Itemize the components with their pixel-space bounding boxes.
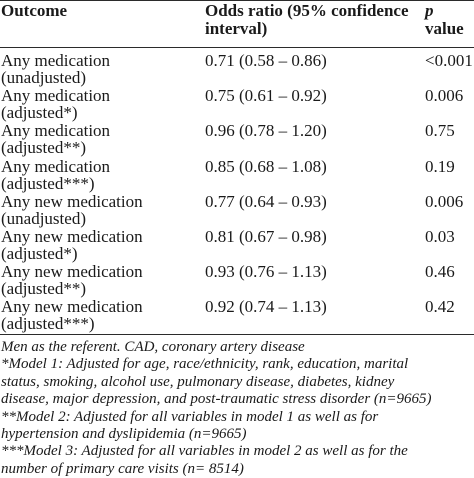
row-outcome-line1: Any medication (1, 156, 111, 176)
footnote-line: **Model 2: Adjusted for all variables in… (1, 408, 379, 425)
row-odds-ratio: 0.93 (0.76 – 1.13) (205, 262, 327, 282)
row-outcome-line1: Any medication (1, 86, 111, 106)
row-outcome-line1: Any medication (1, 121, 111, 141)
header-p: p (425, 1, 434, 20)
row-outcome-line2: (adjusted*) (1, 103, 78, 123)
header-value: value (425, 19, 464, 38)
row-p-value: 0.75 (425, 121, 455, 141)
footnote-line: hypertension and dyslipidemia (n=9665) (1, 425, 247, 442)
bottom-rule (0, 334, 474, 335)
header-odds-ratio-line2: interval) (205, 19, 268, 38)
row-outcome-line2: (adjusted***) (1, 173, 95, 193)
footnote-line: *Model 1: Adjusted for age, race/ethnici… (1, 356, 409, 373)
footnote-line: disease, major depression, and post-trau… (1, 391, 432, 408)
row-odds-ratio: 0.75 (0.61 – 0.92) (205, 86, 327, 106)
row-outcome-line2: (adjusted***) (1, 314, 95, 334)
row-outcome-line1: Any new medication (1, 191, 143, 211)
row-p-value: 0.42 (425, 297, 455, 317)
header-odds-ratio-line1: Odds ratio (95% confidence (205, 1, 409, 20)
row-odds-ratio: 0.77 (0.64 – 0.93) (205, 191, 327, 211)
row-p-value: 0.006 (425, 86, 464, 106)
row-p-value: 0.19 (425, 156, 455, 176)
row-outcome-line2: (unadjusted) (1, 208, 86, 228)
row-p-value: 0.03 (425, 227, 455, 246)
row-outcome-line1: Any medication (1, 51, 111, 70)
row-outcome-line2: (adjusted**) (1, 138, 86, 158)
row-p-value: <0.001 (425, 51, 473, 70)
row-outcome-line1: Any new medication (1, 297, 143, 317)
row-outcome-line2: (adjusted**) (1, 279, 86, 299)
footnote-line: ***Model 3: Adjusted for all variables i… (1, 443, 408, 460)
footnote-line: Men as the referent. CAD, coronary arter… (1, 339, 305, 355)
footnote-line: number of primary care visits (n= 8514) (1, 460, 244, 477)
header-rule (0, 47, 474, 48)
footnotes: Men as the referent. CAD, coronary arter… (1, 339, 474, 478)
row-odds-ratio: 0.85 (0.68 – 1.08) (205, 156, 327, 176)
row-p-value: 0.006 (425, 191, 464, 211)
row-p-value: 0.46 (425, 262, 455, 282)
header-outcome: Outcome (1, 1, 68, 20)
top-rule (0, 0, 474, 1)
footnote-line: status, smoking, alcohol use, pulmonary … (1, 373, 395, 390)
row-odds-ratio: 0.96 (0.78 – 1.20) (205, 121, 327, 141)
row-odds-ratio: 0.81 (0.67 – 0.98) (205, 227, 327, 246)
row-outcome-line1: Any new medication (1, 262, 143, 282)
row-outcome-line1: Any new medication (1, 227, 143, 246)
row-odds-ratio: 0.92 (0.74 – 1.13) (205, 297, 327, 317)
row-outcome-line2: (adjusted*) (1, 244, 78, 263)
row-odds-ratio: 0.71 (0.58 – 0.86) (205, 51, 327, 70)
row-outcome-line2: (unadjusted) (1, 68, 86, 87)
